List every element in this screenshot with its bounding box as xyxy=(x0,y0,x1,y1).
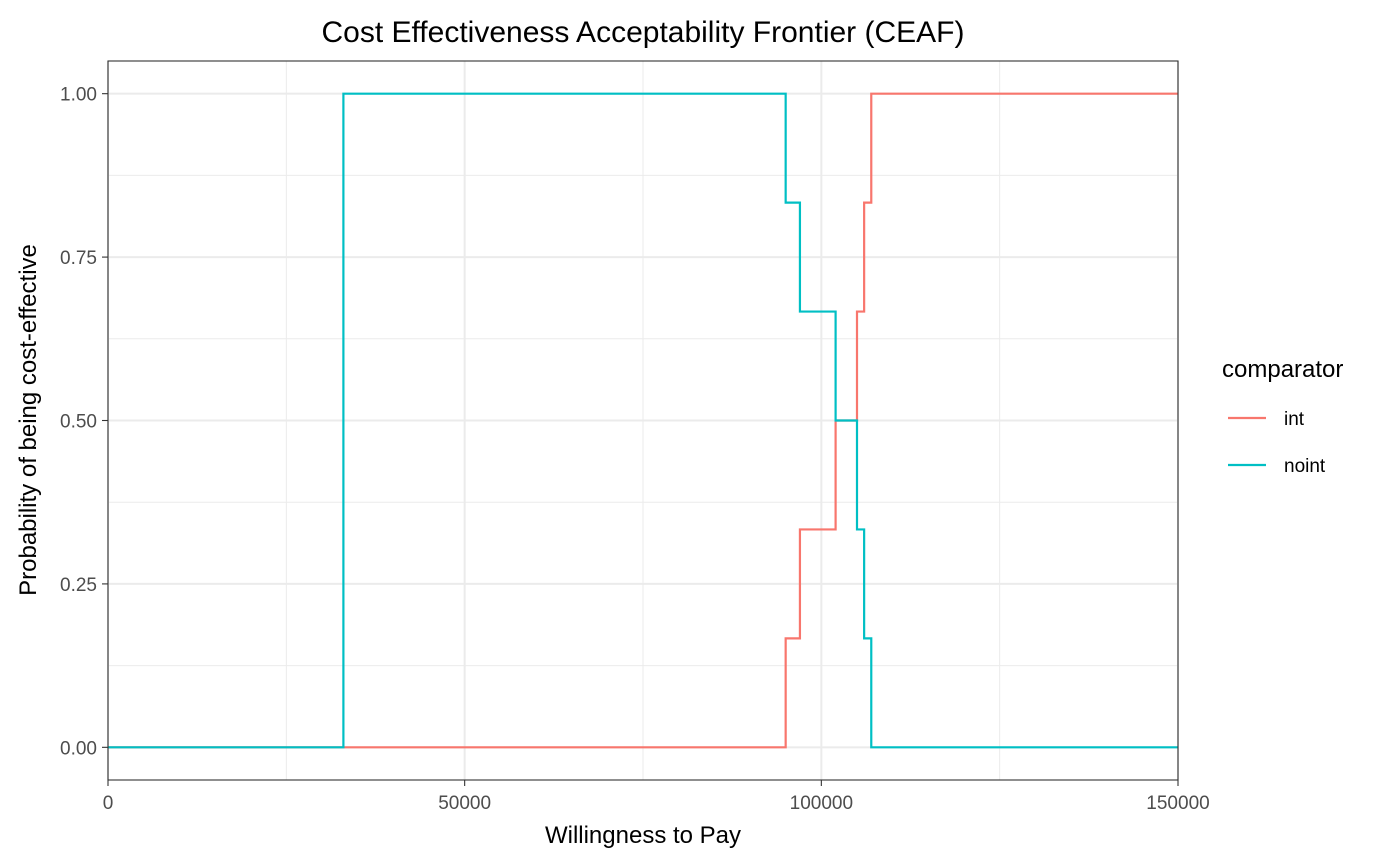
x-axis-ticks: 0 50000 100000 150000 xyxy=(103,780,1210,814)
legend-item-noint: noint xyxy=(1228,456,1326,477)
x-axis-label: Willingness to Pay xyxy=(545,822,741,849)
y-axis-ticks: 0.00 0.25 0.50 0.75 1.00 xyxy=(60,85,108,759)
x-tick-label: 0 xyxy=(103,793,114,814)
legend-label-noint: noint xyxy=(1284,456,1326,477)
gridlines xyxy=(107,61,1179,780)
x-tick-label: 100000 xyxy=(790,793,853,814)
y-tick-label: 1.00 xyxy=(60,85,97,106)
y-tick-label: 0.00 xyxy=(60,738,97,759)
y-tick-label: 0.50 xyxy=(60,412,97,433)
y-tick-label: 0.25 xyxy=(60,575,97,596)
chart-title: Cost Effectiveness Acceptability Frontie… xyxy=(321,16,964,49)
x-tick-label: 50000 xyxy=(438,793,491,814)
legend-item-int: int xyxy=(1228,409,1305,430)
legend-label-int: int xyxy=(1284,409,1305,430)
series-line-noint xyxy=(108,92,1178,749)
legend: comparator int noint xyxy=(1222,356,1343,477)
series-layer xyxy=(108,92,1178,749)
y-axis-label: Probability of being cost-effective xyxy=(15,244,42,596)
x-tick-label: 150000 xyxy=(1146,793,1209,814)
legend-title: comparator xyxy=(1222,356,1343,383)
y-tick-label: 0.75 xyxy=(60,248,97,269)
legend-items: int noint xyxy=(1228,409,1326,477)
